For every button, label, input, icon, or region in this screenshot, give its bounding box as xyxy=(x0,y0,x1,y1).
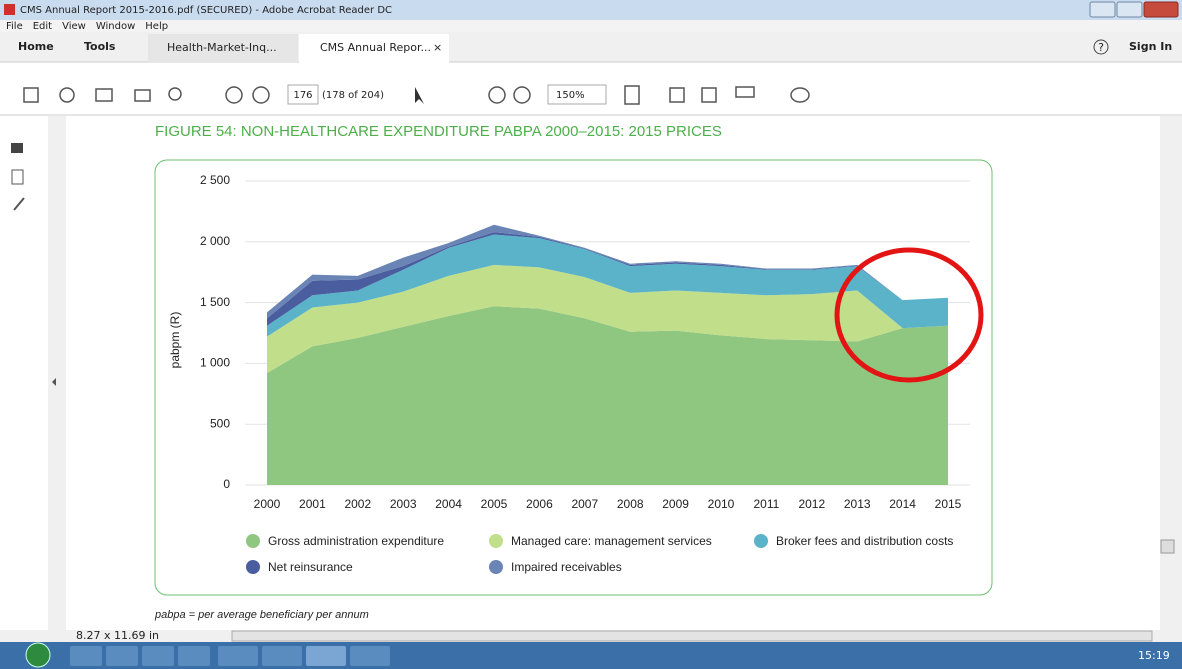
legend-label: Net reinsurance xyxy=(268,560,353,574)
taskbar-ie[interactable] xyxy=(106,646,138,666)
acrobat-window: CMS Annual Report 2015-2016.pdf (SECURED… xyxy=(0,0,1182,669)
y-tick-label: 2 000 xyxy=(200,234,230,248)
x-tick-label: 2014 xyxy=(889,497,916,511)
taskbar-app[interactable] xyxy=(142,646,174,666)
menu-item[interactable]: Help xyxy=(145,21,168,32)
x-tick-label: 2000 xyxy=(254,497,281,511)
x-tick-label: 2006 xyxy=(526,497,553,511)
menu-bar xyxy=(0,20,1182,32)
x-tick-label: 2001 xyxy=(299,497,326,511)
y-tick-label: 2 500 xyxy=(200,173,230,187)
tools-tab[interactable]: Tools xyxy=(84,40,116,53)
x-tick-label: 2013 xyxy=(844,497,871,511)
tab-label[interactable]: Health-Market-Inq... xyxy=(167,41,277,54)
menu-item[interactable]: Window xyxy=(96,21,135,32)
y-tick-label: 1 000 xyxy=(200,356,230,370)
x-tick-label: 2009 xyxy=(662,497,689,511)
legend-label: Gross administration expenditure xyxy=(268,534,444,548)
y-tick-label: 500 xyxy=(210,416,230,430)
menu-item[interactable]: View xyxy=(62,21,86,32)
x-tick-label: 2002 xyxy=(344,497,371,511)
legend-marker xyxy=(489,534,503,548)
x-tick-label: 2003 xyxy=(390,497,417,511)
sign-in[interactable]: Sign In xyxy=(1129,40,1172,53)
legend-marker xyxy=(246,560,260,574)
horizontal-scrollbar[interactable] xyxy=(232,631,1152,641)
taskbar xyxy=(0,642,1182,669)
page-size: 8.27 x 11.69 in xyxy=(76,629,159,642)
window-title: CMS Annual Report 2015-2016.pdf (SECURED… xyxy=(20,5,392,16)
x-tick-label: 2007 xyxy=(571,497,598,511)
legend-marker xyxy=(754,534,768,548)
x-tick-label: 2012 xyxy=(798,497,825,511)
figure-title: FIGURE 54: NON-HEALTHCARE EXPENDITURE PA… xyxy=(155,123,722,140)
legend-label: Impaired receivables xyxy=(511,560,622,574)
taskbar-explorer[interactable] xyxy=(70,646,102,666)
taskbar-chrome[interactable] xyxy=(178,646,210,666)
menu-item[interactable]: Edit xyxy=(33,21,52,32)
menu-item[interactable]: File xyxy=(6,21,23,32)
panel-divider xyxy=(48,116,66,630)
x-tick-label: 2010 xyxy=(708,497,735,511)
legend-marker xyxy=(246,534,260,548)
footnote: pabpa = per average beneficiary per annu… xyxy=(154,609,369,621)
app-icon xyxy=(4,4,15,15)
x-tick-label: 2011 xyxy=(753,497,779,511)
clock: 15:19 xyxy=(1138,649,1170,662)
minimize-button[interactable] xyxy=(1090,2,1115,17)
x-tick-label: 2005 xyxy=(481,497,508,511)
x-tick-label: 2004 xyxy=(435,497,462,511)
tab-label[interactable]: CMS Annual Repor... xyxy=(320,41,431,54)
x-tick-label: 2008 xyxy=(617,497,644,511)
zoom-value[interactable]: 150% xyxy=(556,90,585,101)
taskbar-app[interactable] xyxy=(218,646,258,666)
page-number[interactable]: 176 xyxy=(293,90,312,101)
legend-marker xyxy=(489,560,503,574)
taskbar-excel[interactable] xyxy=(350,646,390,666)
x-tick-label: 2015 xyxy=(935,497,962,511)
legend-label: Managed care: management services xyxy=(511,534,712,548)
y-axis-label: pabpm (R) xyxy=(168,312,182,369)
taskbar-word[interactable] xyxy=(262,646,302,666)
page-count: (178 of 204) xyxy=(322,90,384,101)
scroll-thumb[interactable] xyxy=(1161,540,1174,553)
lock-icon[interactable] xyxy=(11,143,23,153)
page: CMS Annual Report 2015-2016.pdf (SECURED… xyxy=(0,0,1182,669)
y-tick-label: 0 xyxy=(223,477,230,491)
taskbar-acrobat[interactable] xyxy=(306,646,346,666)
tab-close[interactable]: × xyxy=(433,41,442,54)
legend-label: Broker fees and distribution costs xyxy=(776,534,953,548)
close-button[interactable] xyxy=(1144,2,1178,17)
help-label[interactable]: ? xyxy=(1098,41,1104,54)
left-panel xyxy=(0,116,48,630)
home-tab[interactable]: Home xyxy=(18,40,54,53)
start-button[interactable] xyxy=(26,643,50,667)
y-tick-label: 1 500 xyxy=(200,295,230,309)
maximize-button[interactable] xyxy=(1117,2,1142,17)
